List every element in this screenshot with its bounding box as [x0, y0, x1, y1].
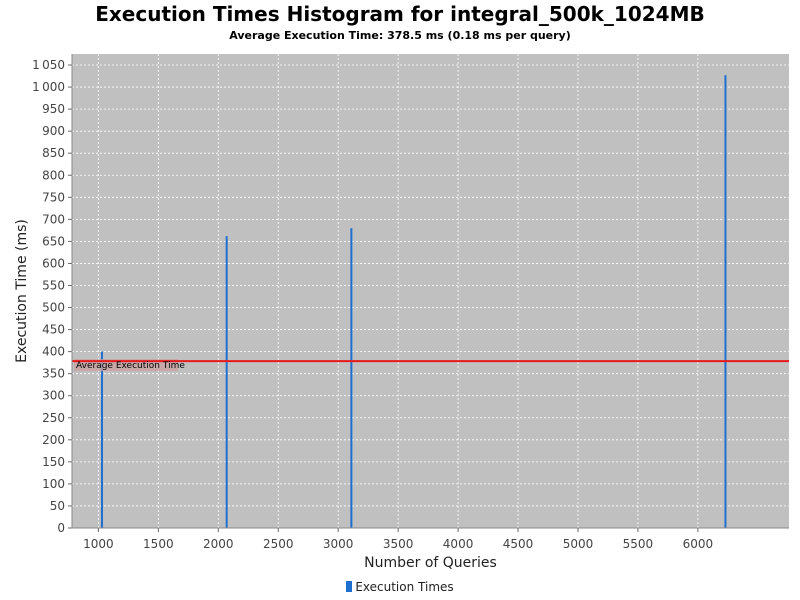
- grid-lines: [72, 54, 789, 529]
- y-tick-label: 150: [42, 455, 65, 469]
- x-tick-label: 2500: [263, 537, 294, 551]
- x-tick-label: 1000: [83, 537, 114, 551]
- x-tick-label: 4000: [443, 537, 474, 551]
- bar: [100, 351, 103, 528]
- x-tick-label: 3500: [383, 537, 414, 551]
- y-tick-label: 750: [42, 190, 65, 204]
- y-tick-label: 800: [42, 168, 65, 182]
- y-axis-label: Execution Time (ms): [14, 219, 30, 363]
- y-tick-label: 0: [57, 521, 65, 535]
- y-tick-label: 1 050: [32, 58, 65, 72]
- y-tick-label: 250: [42, 411, 65, 425]
- y-axis-ticks: 0 50 100 150 200 250 300 350 400 450 500 550 600 650 7…: [32, 58, 72, 535]
- x-tick-label: 6000: [683, 537, 714, 551]
- bars: [100, 75, 727, 529]
- x-axis-ticks: 1000 1500 2000 2500 3000 3500 4000 4500 5000 5500…: [83, 528, 713, 551]
- y-tick-label: 550: [42, 278, 65, 292]
- chart-title: Execution Times Histogram for integral_5…: [95, 2, 705, 26]
- y-tick-label: 600: [42, 256, 65, 270]
- y-tick-label: 350: [42, 367, 65, 381]
- y-tick-label: 50: [50, 499, 65, 513]
- y-tick-label: 200: [42, 433, 65, 447]
- y-tick-label: 100: [42, 477, 65, 491]
- y-tick-label: 950: [42, 102, 65, 116]
- average-marker: Average Execution Time: [72, 359, 789, 372]
- bar: [350, 228, 353, 529]
- legend-label: Execution Times: [355, 580, 454, 594]
- y-tick-label: 500: [42, 301, 65, 315]
- x-tick-label: 3000: [323, 537, 354, 551]
- y-tick-label: 650: [42, 234, 65, 248]
- x-tick-label: 4500: [503, 537, 534, 551]
- x-axis-label: Number of Queries: [364, 555, 497, 571]
- y-tick-label: 400: [42, 345, 65, 359]
- average-marker-label: Average Execution Time: [76, 361, 185, 371]
- bar: [225, 236, 228, 528]
- y-tick-label: 450: [42, 323, 65, 337]
- x-tick-label: 1500: [143, 537, 174, 551]
- y-tick-label: 900: [42, 124, 65, 138]
- legend-swatch: [346, 581, 353, 592]
- y-tick-label: 850: [42, 146, 65, 160]
- x-tick-label: 5000: [563, 537, 594, 551]
- x-tick-label: 5500: [623, 537, 654, 551]
- y-tick-label: 700: [42, 212, 65, 226]
- plot-area: [72, 54, 789, 528]
- x-tick-label: 2000: [203, 537, 234, 551]
- legend: Execution Times: [0, 580, 800, 594]
- y-tick-label: 1 000: [32, 80, 65, 94]
- y-tick-label: 300: [42, 389, 65, 403]
- chart-subtitle: Average Execution Time: 378.5 ms (0.18 m…: [229, 29, 571, 42]
- bar: [724, 75, 727, 529]
